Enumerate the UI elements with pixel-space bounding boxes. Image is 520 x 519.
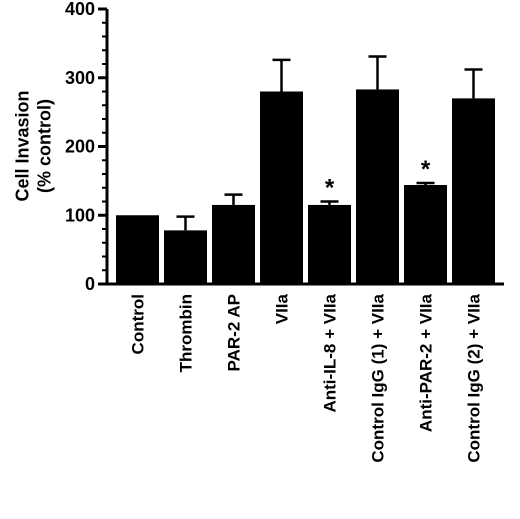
y-tick-label: 200 xyxy=(65,137,95,157)
y-tick-label: 400 xyxy=(65,0,95,19)
bar xyxy=(212,204,255,284)
category-label: Anti-IL-8 + VIIa xyxy=(321,293,340,412)
bar xyxy=(356,89,399,284)
significance-marker: * xyxy=(421,156,431,183)
labels: 0 100 200 300 400 Cell Invasion (% control) Con… xyxy=(12,0,483,463)
category-label: Control xyxy=(129,294,148,354)
y-tick-label: 300 xyxy=(65,68,95,88)
y-tick-label: 100 xyxy=(65,205,95,225)
bar xyxy=(116,215,159,284)
bar xyxy=(164,230,207,284)
y-axis-title: Cell Invasion xyxy=(12,90,32,201)
bar xyxy=(452,98,495,284)
category-label: Control IgG (2) + VIIa xyxy=(465,293,484,462)
category-label: Anti-PAR-2 + VIIa xyxy=(417,293,436,432)
y-axis-title: (% control) xyxy=(34,99,54,193)
category-label: PAR-2 AP xyxy=(225,294,244,371)
category-label: VIIa xyxy=(273,293,292,324)
category-label: Thrombin xyxy=(177,294,196,372)
bar xyxy=(404,185,447,284)
bar xyxy=(260,91,303,284)
bars xyxy=(116,55,495,284)
y-tick-label: 0 xyxy=(85,274,95,294)
bar xyxy=(308,204,351,284)
significance-marker: * xyxy=(325,175,335,202)
category-label: Control IgG (1) + VIIa xyxy=(369,293,388,462)
